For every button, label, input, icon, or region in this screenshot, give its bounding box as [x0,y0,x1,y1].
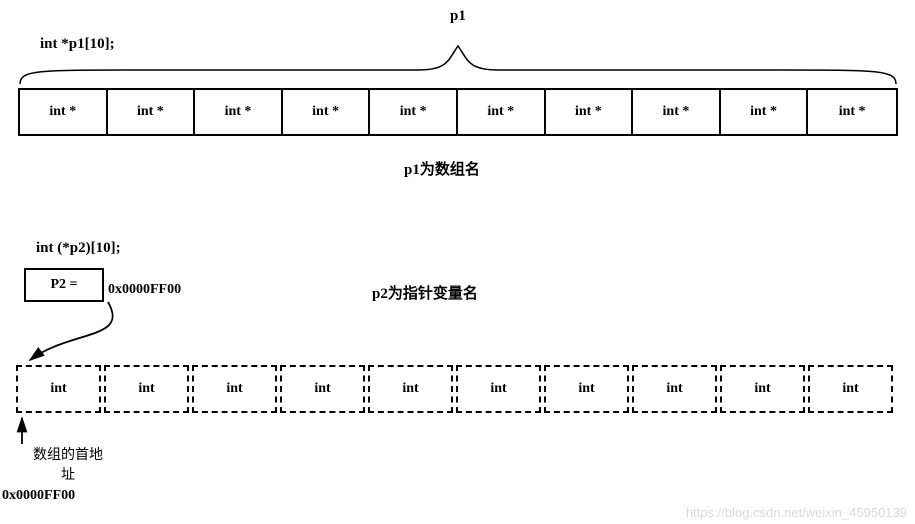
p1-cell: int * [108,90,196,134]
p2-address-value: 0x0000FF00 [108,282,181,298]
p1-brace [18,30,898,86]
p2-cell: int [544,365,629,413]
p2-array: int int int int int int int int int int [16,365,898,413]
p1-cell: int * [721,90,809,134]
watermark: https://blog.csdn.net/weixin_45950139 [686,505,907,520]
p2-cell: int [368,365,453,413]
p1-cell: int * [633,90,721,134]
p2-declaration: int (*p2)[10]; [36,240,121,257]
p1-caption: p1为数组名 [404,158,480,179]
p2-cell: int [456,365,541,413]
p1-cell: int * [458,90,546,134]
p1-brace-label: p1 [450,8,466,25]
p1-cell: int * [546,90,634,134]
p1-cell: int * [20,90,108,134]
p2-cell: int [632,365,717,413]
p1-cell: int * [370,90,458,134]
p2-cell: int [280,365,365,413]
p2-address-note: 数组的首地 址 [18,444,118,484]
p1-cell: int * [808,90,896,134]
p2-cell: int [16,365,101,413]
p2-cell: int [104,365,189,413]
p2-box-label: P2 = [50,277,77,293]
p1-array: int * int * int * int * int * int * int … [18,88,898,136]
p1-cell: int * [283,90,371,134]
p2-cell: int [192,365,277,413]
p2-cell: int [720,365,805,413]
p2-cell: int [808,365,893,413]
p2-box: P2 = [24,268,104,302]
p2-note-line1: 数组的首地 [33,448,103,463]
p1-cell: int * [195,90,283,134]
p2-caption: p2为指针变量名 [372,282,478,303]
p2-note-line2: 址 [61,468,75,483]
p2-address-bottom: 0x0000FF00 [2,488,75,504]
